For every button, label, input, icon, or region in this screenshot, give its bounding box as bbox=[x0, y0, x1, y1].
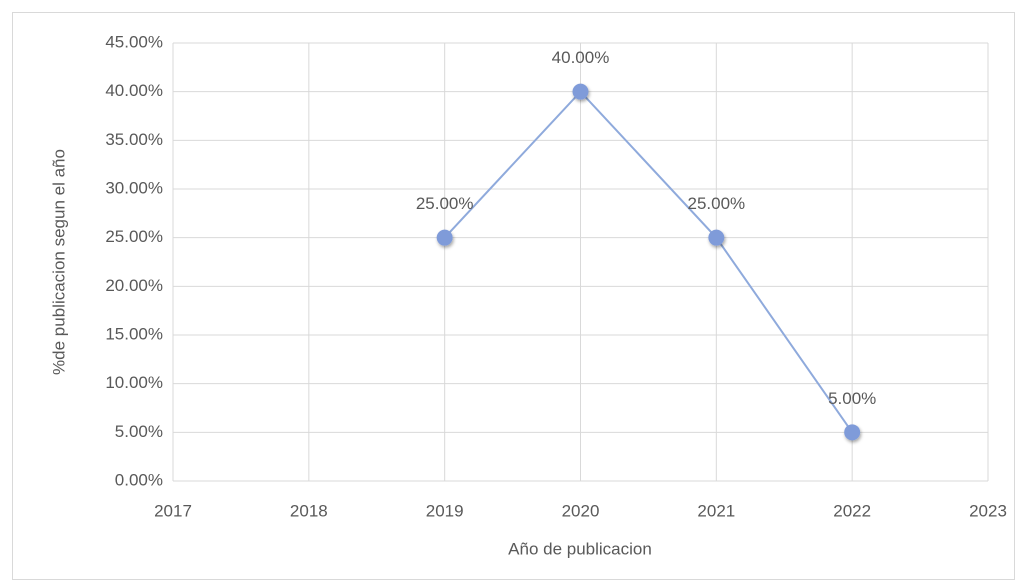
x-tick-label: 2017 bbox=[154, 501, 192, 520]
x-tick-label: 2023 bbox=[969, 501, 1007, 520]
x-tick-label: 2018 bbox=[290, 501, 328, 520]
data-label: 25.00% bbox=[687, 194, 745, 213]
y-tick-label: 20.00% bbox=[105, 276, 163, 295]
data-point bbox=[708, 229, 725, 246]
x-tick-label: 2022 bbox=[833, 501, 871, 520]
data-point bbox=[436, 229, 453, 246]
data-label: 25.00% bbox=[416, 194, 474, 213]
y-tick-label: 40.00% bbox=[105, 81, 163, 100]
y-tick-label: 5.00% bbox=[115, 422, 163, 441]
y-tick-label: 35.00% bbox=[105, 130, 163, 149]
data-point bbox=[572, 83, 589, 100]
y-tick-label: 10.00% bbox=[105, 373, 163, 392]
x-tick-label: 2021 bbox=[697, 501, 735, 520]
data-point bbox=[844, 424, 861, 441]
data-label: 5.00% bbox=[828, 389, 876, 408]
y-tick-label: 25.00% bbox=[105, 227, 163, 246]
y-tick-label: 45.00% bbox=[105, 32, 163, 51]
data-label: 40.00% bbox=[552, 48, 610, 67]
chart-border bbox=[12, 12, 1015, 580]
x-tick-label: 2019 bbox=[426, 501, 464, 520]
x-tick-label: 2020 bbox=[562, 501, 600, 520]
y-tick-label: 0.00% bbox=[115, 470, 163, 489]
data-line bbox=[443, 90, 853, 433]
y-tick-label: 30.00% bbox=[105, 178, 163, 197]
y-axis-title: %de publicacion segun el año bbox=[49, 149, 68, 375]
y-tick-label: 15.00% bbox=[105, 324, 163, 343]
x-axis-title: Año de publicacion bbox=[508, 539, 652, 558]
